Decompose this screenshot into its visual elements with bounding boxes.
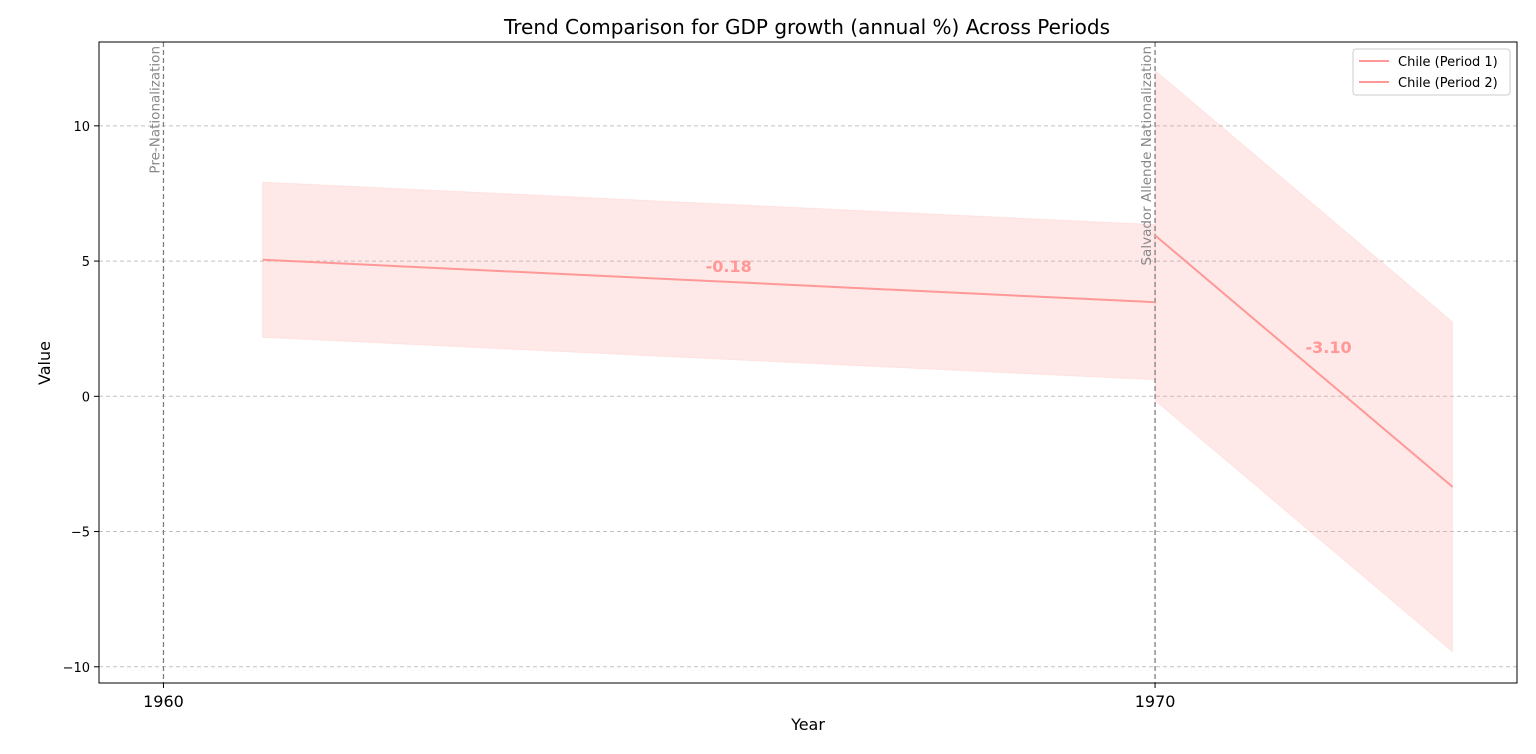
event-lines: Pre-Nationalization Salvador Allende Nati… xyxy=(147,42,1156,683)
plot-area xyxy=(99,42,1517,683)
slope-labels: -0.18 -3.10 xyxy=(706,257,1352,357)
slope-label: -0.18 xyxy=(706,257,752,276)
grid xyxy=(99,125,1517,668)
y-axis-label: Value xyxy=(35,341,54,385)
x-axis-label: Year xyxy=(790,715,825,734)
y-axis: 10 5 0 −5 −10 xyxy=(63,120,99,676)
y-tick-label: 10 xyxy=(73,120,90,135)
legend-entry: Chile (Period 1) xyxy=(1398,55,1498,70)
legend-box xyxy=(1352,48,1511,96)
legend-entry: Chile (Period 2) xyxy=(1398,76,1498,91)
chart-title: Trend Comparison for GDP growth (annual … xyxy=(503,15,1110,39)
series-line xyxy=(262,258,1156,304)
x-tick-label: 1960 xyxy=(143,692,184,711)
series-lines xyxy=(262,234,1454,488)
plot-frame xyxy=(98,41,1518,684)
y-tick-label: 5 xyxy=(82,255,90,270)
series-line xyxy=(1154,234,1454,488)
x-axis: 1960 1970 xyxy=(143,683,1175,711)
event-label: Pre-Nationalization xyxy=(147,46,163,174)
y-tick-label: −10 xyxy=(63,661,90,676)
y-tick-label: −5 xyxy=(71,526,90,541)
event-label: Salvador Allende Nationalization xyxy=(1139,46,1155,266)
legend: Chile (Period 1) Chile (Period 2) xyxy=(1352,48,1511,96)
slope-label: -3.10 xyxy=(1306,338,1352,357)
x-tick-label: 1970 xyxy=(1135,692,1176,711)
y-tick-label: 0 xyxy=(82,390,90,405)
